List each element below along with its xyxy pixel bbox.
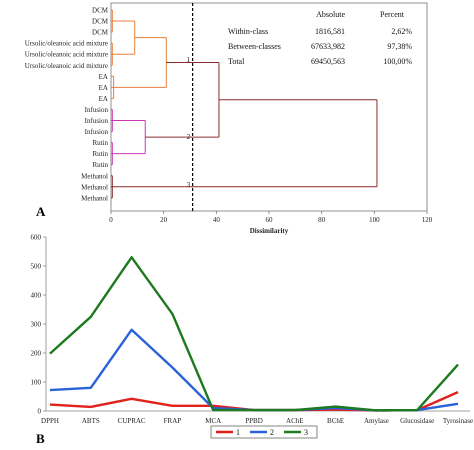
leaf-label: DCM — [92, 18, 109, 26]
x-tick-label: Glucosidase — [400, 417, 434, 425]
table-row-label: Within-class — [228, 27, 268, 36]
leaf-label: Ursolic/oleanoic acid mixture — [25, 62, 108, 70]
x-tick-label: 20 — [160, 216, 168, 224]
leaf-label: Infusion — [85, 117, 109, 125]
leaf-label: Infusion — [85, 106, 109, 114]
table-row-label: Between-classes — [228, 42, 281, 51]
leaf-label: Methanol — [81, 172, 108, 180]
leaf-label: Rutin — [92, 161, 108, 169]
leaf-label: Rutin — [92, 139, 108, 147]
cluster-label: 1 — [187, 56, 191, 64]
leaf-label: DCM — [92, 29, 109, 37]
leaf-label: DCM — [92, 7, 109, 15]
table-cell: 67633,982 — [311, 42, 345, 51]
leaf-label: Methanol — [81, 183, 108, 191]
leaf-label: Infusion — [85, 128, 109, 136]
legend-label: 1 — [236, 428, 240, 437]
x-tick-label: AChE — [286, 417, 304, 425]
leaf-label: EA — [99, 95, 108, 103]
y-tick-label: 600 — [31, 234, 42, 242]
leaf-label: EA — [99, 84, 108, 92]
x-tick-label: 60 — [266, 216, 274, 224]
table-row-label: Total — [228, 57, 245, 66]
x-tick-label: Amylase — [364, 417, 389, 425]
y-tick-label: 200 — [31, 350, 42, 358]
line-chart-panel: 0 100 200 300 400 500 600 DPPH ABTS CUPRAC FRAP MCA… — [31, 234, 473, 439]
x-tick-label: Tyrosinase — [443, 417, 473, 425]
cluster-label: 2 — [187, 133, 191, 141]
x-tick-label: PPBD — [245, 417, 263, 425]
x-tick-label: DPPH — [41, 417, 59, 425]
x-tick-label: 80 — [318, 216, 326, 224]
table-header: Percent — [380, 10, 405, 19]
plot-frame — [110, 2, 428, 212]
x-tick-label: ABTS — [82, 417, 100, 425]
panel-label-b: B — [36, 431, 45, 446]
y-tick-label: 0 — [38, 408, 42, 416]
table-cell: 100,00% — [383, 57, 412, 66]
x-tick-label: BChE — [327, 417, 344, 425]
leaf-label: EA — [99, 73, 108, 81]
table-cell: 97,38% — [387, 42, 412, 51]
dendrogram-panel: 0 20 40 60 80 100 120 Dissimilarity DCM DCM DCM Urs… — [25, 2, 433, 235]
x-tick-label: CUPRAC — [118, 417, 146, 425]
legend-label: 3 — [304, 428, 308, 437]
legend-label: 2 — [270, 428, 274, 437]
y-tick-label: 400 — [31, 292, 42, 300]
x-axis-title: Dissimilarity — [250, 227, 289, 235]
x-tick-label: FRAP — [164, 417, 182, 425]
table-cell: 1816,581 — [315, 27, 345, 36]
series-line-1 — [49, 391, 459, 412]
y-tick-label: 500 — [31, 263, 42, 271]
series-line-3 — [49, 256, 459, 412]
leaf-label: Rutin — [92, 150, 108, 158]
leaf-label: Methanol — [81, 194, 108, 202]
table-cell: 2,62% — [391, 27, 412, 36]
y-tick-label: 100 — [31, 379, 42, 387]
x-tick-label: 0 — [109, 216, 113, 224]
y-tick-label: 300 — [31, 321, 42, 329]
table-cell: 69450,563 — [311, 57, 345, 66]
panel-label-a: A — [36, 204, 46, 219]
x-tick-label: 40 — [213, 216, 221, 224]
x-tick-label: MCA — [205, 417, 221, 425]
x-tick-label: 120 — [422, 216, 433, 224]
series-line-2 — [49, 328, 459, 412]
x-tick-label: 100 — [369, 216, 380, 224]
cluster-label: 3 — [187, 181, 191, 189]
leaf-label: Ursolic/oleanoic acid mixture — [25, 51, 108, 59]
table-header: Absolute — [316, 10, 345, 19]
leaf-label: Ursolic/oleanoic acid mixture — [25, 40, 108, 48]
